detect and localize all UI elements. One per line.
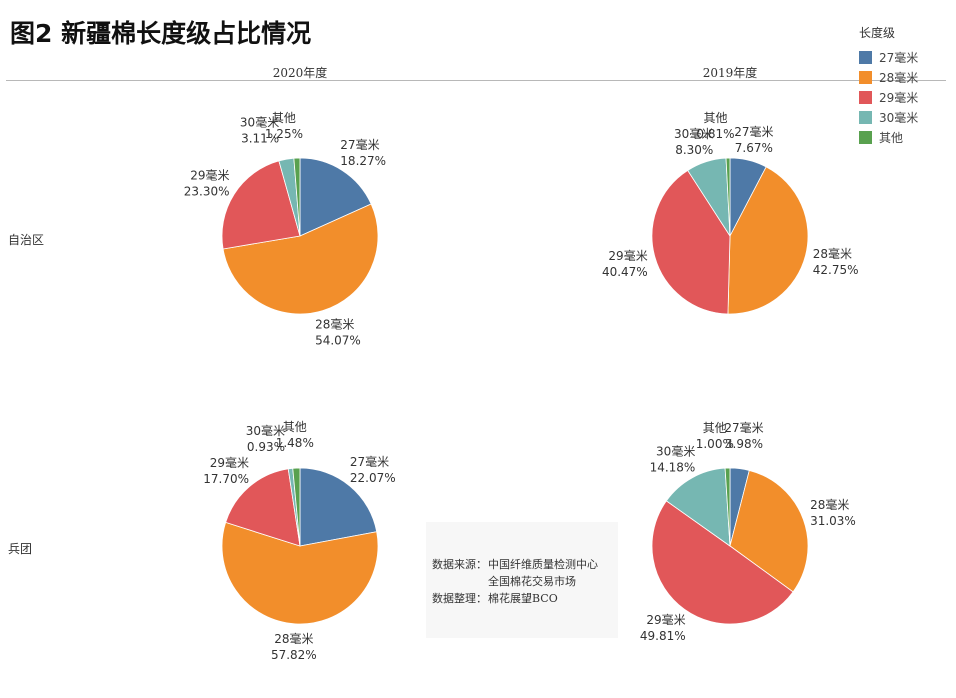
slice-category-label: 30毫米 (240, 115, 279, 130)
pie-slice[interactable] (292, 467, 301, 547)
legend-label: 28毫米 (879, 70, 919, 85)
legend-label: 29毫米 (879, 90, 919, 105)
slice-value-label: 1.48% (276, 436, 314, 450)
pie-slice[interactable] (665, 467, 731, 547)
legend-swatch (859, 110, 872, 124)
slice-category-label: 29毫米 (210, 455, 249, 470)
slice-value-label: 54.07% (315, 334, 361, 348)
slice-value-label: 7.67% (735, 141, 773, 155)
slice-value-label: 40.47% (602, 265, 648, 279)
legend-swatch (859, 70, 872, 84)
header-divider (6, 80, 946, 81)
slice-category-label: 30毫米 (674, 126, 713, 141)
slice-value-label: 18.27% (340, 154, 386, 168)
legend-item-30mm[interactable]: 30毫米 (859, 107, 918, 127)
slice-value-label: 1.25% (265, 127, 303, 141)
slice-category-label: 27毫米 (350, 454, 389, 469)
slice-category-label: 30毫米 (246, 423, 285, 438)
pie-chart-2: 27毫米 22.07% 28毫米 57.82% 29毫米 17.70% 30毫米 0.93% 其… (203, 420, 395, 662)
slice-category-label: 29毫米 (646, 612, 685, 627)
legend-item-27mm[interactable]: 27毫米 (859, 47, 918, 67)
slice-value-label: 31.03% (810, 514, 856, 528)
slice-category-label: 28毫米 (315, 317, 354, 332)
source-label: 数据来源： (432, 558, 487, 571)
pie-slice[interactable] (299, 157, 372, 237)
pie-slice[interactable] (225, 468, 301, 547)
legend-item-other[interactable]: 其他 (859, 127, 918, 147)
pie-chart-1: 27毫米 7.67% 28毫米 42.75% 29毫米 40.47% 30毫米 8.30% 其他… (602, 111, 859, 315)
legend-label: 30毫米 (879, 110, 919, 125)
slice-value-label: 3.11% (241, 132, 279, 146)
slice-value-label: 8.30% (675, 143, 713, 157)
legend: 长度级 27毫米 28毫米 29毫米 30毫米 其他 (859, 24, 918, 147)
legend-item-29mm[interactable]: 29毫米 (859, 87, 918, 107)
slice-category-label: 其他 (703, 421, 727, 435)
pie-slice[interactable] (651, 500, 794, 625)
slice-category-label: 其他 (283, 420, 307, 434)
pie-chart-0: 27毫米 18.27% 28毫米 54.07% 29毫米 23.30% 30毫米 3.11% 其… (184, 111, 386, 348)
compiler-value: 棉花展望BCO (488, 592, 558, 605)
pie-slice[interactable] (725, 157, 731, 237)
pie-slice[interactable] (729, 469, 809, 593)
slice-value-label: 3.98% (725, 437, 763, 451)
slice-category-label: 29毫米 (190, 167, 229, 182)
slice-value-label: 14.18% (650, 461, 696, 475)
compiler-label: 数据整理： (432, 592, 487, 605)
pie-slice[interactable] (727, 166, 809, 315)
slice-category-label: 28毫米 (274, 631, 313, 646)
legend-swatch (859, 90, 872, 104)
legend-title: 长度级 (859, 26, 896, 40)
slice-category-label: 30毫米 (656, 444, 695, 459)
slice-category-label: 28毫米 (810, 497, 849, 512)
legend-label: 其他 (879, 130, 904, 145)
slice-category-label: 其他 (703, 111, 727, 125)
pie-slice[interactable] (222, 203, 379, 315)
slice-value-label: 57.82% (271, 648, 317, 662)
slice-category-label: 29毫米 (608, 248, 647, 263)
pie-slice[interactable] (293, 157, 301, 237)
slice-category-label: 27毫米 (724, 420, 763, 435)
slice-category-label: 其他 (272, 111, 296, 125)
pie-slice[interactable] (299, 467, 378, 547)
legend-swatch (859, 50, 872, 64)
source-note: 数据来源： 中国纤维质量检测中心 全国棉花交易市场 数据整理： 棉花展望BCO (426, 522, 618, 638)
slice-category-label: 28毫米 (813, 246, 852, 261)
slice-category-label: 27毫米 (340, 137, 379, 152)
column-header-2020: 2020年度 (272, 66, 328, 80)
pie-slice[interactable] (724, 467, 731, 547)
slice-value-label: 23.30% (184, 184, 230, 198)
slice-value-label: 42.75% (813, 263, 859, 277)
row-header-corps: 兵团 (8, 542, 33, 556)
slice-value-label: 0.81% (696, 127, 734, 141)
slice-value-label: 0.93% (247, 440, 285, 454)
pie-chart-3: 27毫米 3.98% 28毫米 31.03% 29毫米 49.81% 30毫米 14.18% 其… (640, 420, 856, 643)
slice-value-label: 49.81% (640, 629, 686, 643)
column-header-2019: 2019年度 (702, 66, 758, 80)
source-value-2: 全国棉花交易市场 (488, 575, 576, 588)
slice-value-label: 22.07% (350, 471, 396, 485)
legend-swatch (859, 130, 872, 144)
pie-slice[interactable] (221, 521, 379, 625)
slice-value-label: 17.70% (203, 472, 249, 486)
slice-category-label: 27毫米 (734, 124, 773, 139)
pie-slice[interactable] (221, 160, 301, 250)
legend-label: 27毫米 (879, 50, 919, 65)
legend-item-28mm[interactable]: 28毫米 (859, 67, 918, 87)
source-value-1: 中国纤维质量检测中心 (488, 558, 598, 571)
chart-title: 图2 新疆棉长度级占比情况 (10, 19, 312, 48)
row-header-autonomous-region: 自治区 (8, 233, 45, 247)
slice-value-label: 1.00% (696, 437, 734, 451)
